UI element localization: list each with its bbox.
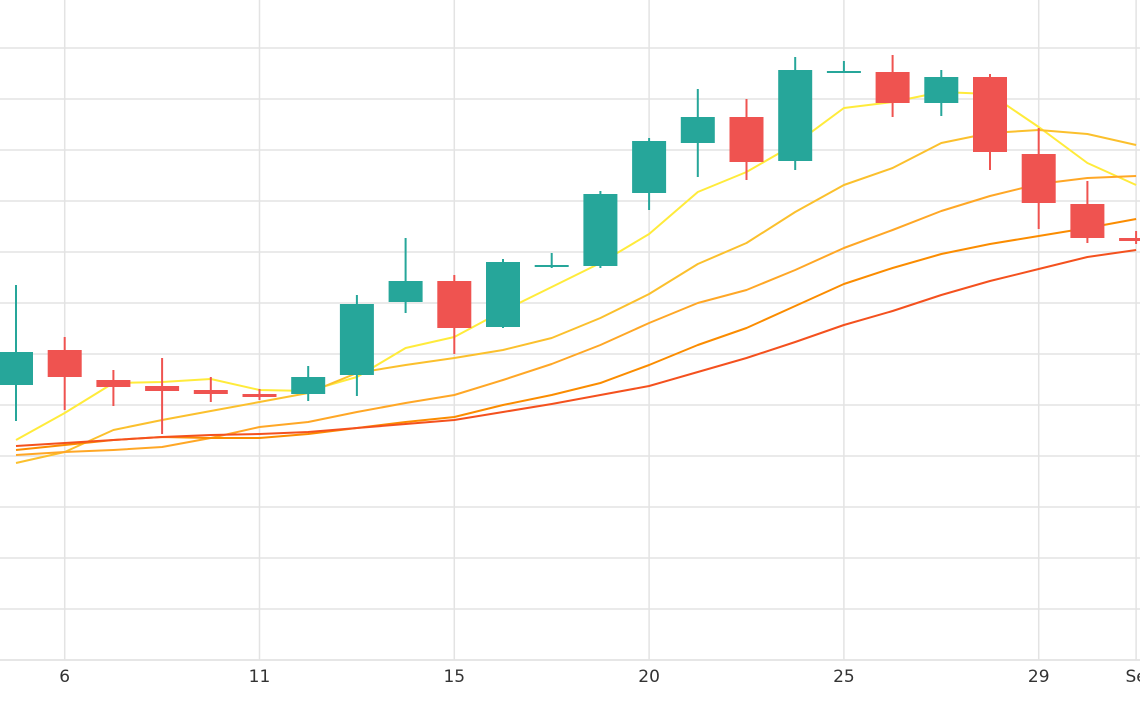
x-tick-label: 29 [1028,667,1050,687]
moving-averages [15,91,1137,464]
candles [0,55,1140,434]
candle-body [193,390,228,394]
moving-average-line [15,249,1137,447]
candle-body [583,194,618,266]
x-tick-label: 25 [833,667,855,687]
candle-body [826,71,861,73]
candle-body [388,281,423,302]
candle-body [534,265,569,267]
x-tick-label: 11 [249,667,271,687]
candle-body [47,350,82,377]
candle-body [339,304,374,375]
candle-body [291,377,326,394]
candle-body [96,380,131,387]
candle-body [437,281,472,328]
x-tick-label: 6 [59,667,70,687]
candle-body [242,394,277,397]
candle-body [1119,238,1140,241]
x-axis: 6 11 15 20 25 29 Se [59,667,1140,687]
candle-body [729,117,764,162]
candle-body [973,77,1007,152]
candle-body [1021,154,1056,203]
candle-body [1070,204,1105,238]
candle-body [486,262,520,327]
candle-body [0,352,33,385]
candle-body [632,141,667,193]
moving-average-line [15,175,1137,456]
x-tick-label: 20 [638,667,660,687]
moving-average-line [15,218,1137,451]
candle-body [924,77,959,103]
candle-body [778,70,813,161]
moving-average-line [15,129,1137,464]
candle-body [680,117,715,143]
x-tick-label: 15 [443,667,465,687]
x-tick-label: Se [1125,667,1140,687]
grid [0,0,1140,661]
candle-body [145,386,180,391]
candle-body [875,72,910,103]
moving-average-line [15,91,1137,441]
